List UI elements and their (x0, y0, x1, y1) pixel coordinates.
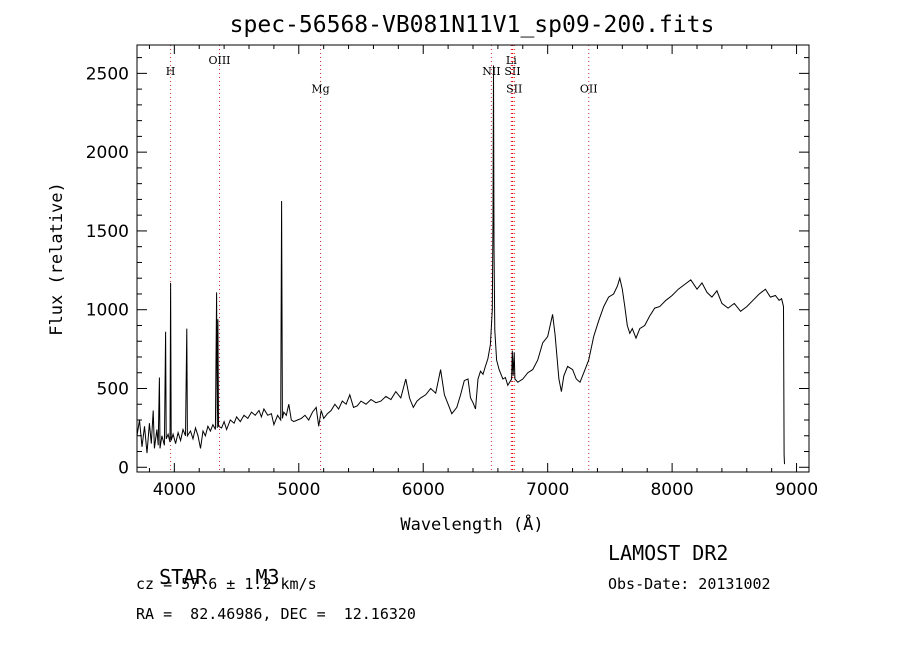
line-label-sii: SII (506, 82, 522, 95)
coordinates: RA = 82.46986, DEC = 12.16320 (136, 605, 416, 623)
line-label-mg: Mg (311, 82, 329, 95)
x-tick-label: 7000 (526, 480, 569, 500)
spectrum-line (136, 65, 785, 465)
line-label-oiii: OIII (208, 54, 230, 67)
line-label-oii: OII (580, 82, 598, 95)
y-axis-label: Flux (relative) (47, 182, 67, 336)
x-tick-label: 8000 (650, 480, 693, 500)
line-label-nii: NII (482, 65, 500, 78)
survey-name: LAMOST DR2 (608, 541, 729, 565)
x-tick-label: 6000 (402, 480, 445, 500)
chart-title: spec-56568-VB081N11V1_sp09-200.fits (230, 12, 715, 38)
x-tick-label: 4000 (153, 480, 196, 500)
class-label: STAR (159, 565, 208, 589)
object-class: STAR M3 (135, 541, 280, 589)
plot-frame (136, 44, 810, 473)
line-label-li: Li (506, 54, 517, 67)
y-tick-label: 2000 (86, 143, 129, 163)
observation-date: Obs-Date: 20131002 (608, 575, 771, 593)
x-axis-label: Wavelength (Å) (400, 513, 543, 535)
line-label-sii: SII (504, 65, 520, 78)
x-tick-label: 5000 (277, 480, 320, 500)
y-tick-label: 1000 (86, 301, 129, 321)
x-tick-label: 9000 (775, 480, 818, 500)
redshift-cz: cz = 57.6 ± 1.2 km/s (136, 575, 317, 593)
line-label-h: H (166, 65, 176, 78)
y-tick-label: 500 (97, 379, 129, 399)
axis-ticks: 4000 5000 6000 7000 8000 9000 0 500 1000 1500 2000… (86, 45, 818, 500)
y-tick-label: 1500 (86, 222, 129, 242)
subclass-label: M3 (255, 565, 280, 589)
y-tick-label: 0 (118, 458, 129, 478)
y-tick-label: 2500 (86, 64, 129, 84)
